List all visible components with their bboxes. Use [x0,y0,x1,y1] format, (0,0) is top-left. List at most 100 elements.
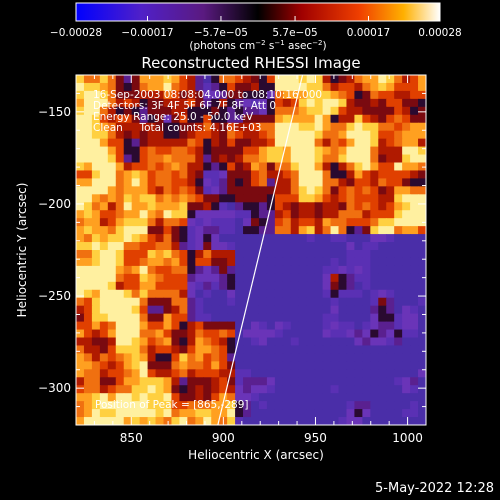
heatmap-cell [187,138,196,148]
heatmap-cell [195,329,204,339]
heatmap-cell [76,234,85,243]
heatmap-cell [99,409,109,418]
heatmap-cell [306,345,316,355]
heatmap-cell [99,98,109,108]
heatmap-cell [258,289,268,299]
heatmap-cell [322,305,332,315]
heatmap-cell [314,138,324,148]
heatmap-cell [243,289,252,299]
heatmap-cell [314,257,324,267]
heatmap-cell [163,337,173,347]
heatmap-cell [195,162,204,172]
heatmap-cell [258,226,268,235]
heatmap-cell [386,393,395,402]
heatmap-cell [298,138,308,148]
heatmap-cell [251,106,260,116]
heatmap-cell [258,242,268,251]
heatmap-cell [338,210,348,219]
heatmap-cell [243,321,252,331]
heatmap-cell [195,289,204,299]
heatmap-cell [338,186,348,195]
heatmap-cell [155,273,165,283]
heatmap-cell [306,257,316,267]
heatmap-cell [370,345,379,355]
heatmap-cell [370,409,379,418]
heatmap-cell [179,273,188,283]
heatmap-cell [131,98,141,108]
heatmap-cell [370,417,379,425]
heatmap-cell [195,393,204,402]
heatmap-cell [83,98,93,108]
colorbar-gradient [75,2,441,22]
heatmap-cell [187,98,196,108]
heatmap-cell [290,98,300,108]
heatmap-cell [115,377,125,386]
heatmap-cell [107,194,117,203]
heatmap-cell [195,242,204,251]
heatmap-cell [354,250,363,259]
heatmap-cell [266,385,276,394]
heatmap-cell [171,154,181,164]
heatmap-cell [179,138,188,148]
heatmap-cell [418,361,426,370]
heatmap-cell [282,242,292,251]
heatmap-cell [76,361,85,370]
heatmap-cell [322,138,332,148]
heatmap-cell [370,369,379,378]
heatmap-cell [163,186,173,195]
heatmap-cell [235,361,244,370]
heatmap-cell [227,178,236,187]
heatmap-cell [378,194,387,203]
heatmap-cell [274,162,284,172]
heatmap-cell [147,385,157,394]
heatmap-cell [99,345,109,355]
heatmap-cell [330,218,340,227]
heatmap-cell [131,218,141,227]
heatmap-cell [131,154,141,164]
heatmap-cell [394,321,403,331]
heatmap-cell [330,321,340,331]
heatmap-cell [227,377,236,386]
heatmap-cell [187,289,196,299]
heatmap-cell [187,154,196,164]
heatmap-cell [362,130,371,140]
heatmap-cell [410,369,419,378]
heatmap-cell [235,337,244,347]
heatmap-cell [346,218,356,227]
heatmap-cell [115,178,125,187]
heatmap-cell [362,409,371,418]
heatmap-cell [155,377,165,386]
heatmap-cell [282,234,292,243]
heatmap-cell [338,82,348,92]
heatmap-cell [99,154,109,164]
heatmap-cell [322,353,332,362]
heatmap-cell [362,377,371,386]
heatmap-cell [163,257,173,267]
heatmap-cell [386,226,395,235]
heatmap-cell [243,75,252,84]
heatmap-cell [338,98,348,108]
heatmap-cell [91,242,101,251]
heatmap-cell [402,154,411,164]
heatmap-cell [378,90,387,100]
heatmap-cell [115,218,125,227]
heatmap-cell [139,82,149,92]
heatmap-cell [171,162,181,172]
heatmap-cell [139,353,149,362]
heatmap-cell [115,98,125,108]
heatmap-cell [147,186,157,195]
heatmap-cell [195,106,204,116]
heatmap-cell [235,202,244,211]
heatmap-cell [290,401,300,410]
heatmap-cell [76,162,85,172]
heatmap-cell [187,273,196,283]
heatmap-cell [266,257,276,267]
heatmap-cell [83,369,93,378]
heatmap-cell [147,130,157,140]
heatmap-cell [147,114,157,124]
heatmap-cell [211,138,220,148]
heatmap-cell [354,130,363,140]
heatmap-cell [203,75,212,84]
heatmap-cell [187,329,196,339]
heatmap-cell [378,265,387,275]
